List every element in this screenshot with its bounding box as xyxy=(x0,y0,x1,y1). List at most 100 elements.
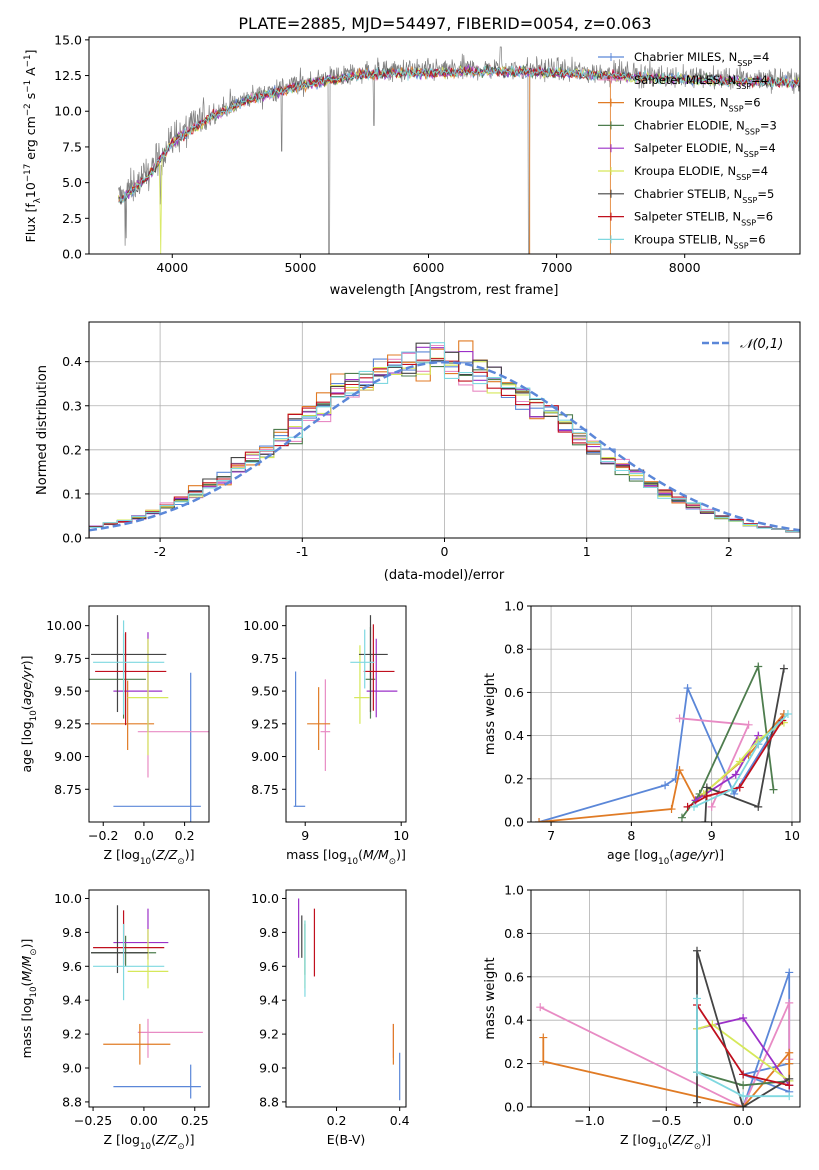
weight-marker xyxy=(739,1103,748,1107)
legend-entry: 𝒩(0,1) xyxy=(740,337,783,352)
y-tick-label: 0.2 xyxy=(504,771,524,786)
x-tick-label: 8 xyxy=(627,828,635,843)
y-tick-label: 0.0 xyxy=(504,1100,524,1115)
y-tick-label: 8.75 xyxy=(54,782,82,797)
weight-marker xyxy=(754,740,763,749)
weight-marker xyxy=(683,684,692,693)
y-tick-label: 0.6 xyxy=(504,969,524,984)
y-tick-label: 15.0 xyxy=(54,32,82,47)
weight-line xyxy=(740,972,791,1107)
y-tick-label: 8.8 xyxy=(259,1094,279,1109)
weight-marker xyxy=(535,818,544,822)
y-axis-label: mass weight xyxy=(483,673,498,755)
weight-marker xyxy=(661,781,670,790)
x-tick-label: 0.0 xyxy=(733,1113,753,1128)
y-tick-label: 9.25 xyxy=(251,716,279,731)
weight-line xyxy=(687,720,784,808)
weight-line xyxy=(539,1002,791,1107)
spectrum-panel: 4000 5000 6000 7000 8000 0.0 2.5 5.0 7.5 10.0 12.5… xyxy=(23,32,801,298)
x-tick-label: 0.4 xyxy=(390,1113,410,1128)
weight-marker xyxy=(779,664,788,673)
weight-marker xyxy=(785,1059,794,1068)
weight-marker xyxy=(675,766,684,775)
x-tick-label: 9 xyxy=(708,828,716,843)
y-tick-label: 9.50 xyxy=(54,684,82,699)
weight-marker xyxy=(693,1068,702,1077)
y-tick-label: 1.0 xyxy=(504,883,524,898)
x-tick-label: 0.0 xyxy=(134,828,154,843)
y-tick-label: 9.6 xyxy=(62,959,82,974)
x-axis-label: Z [log10(Z/Z⊙)] xyxy=(104,1132,195,1152)
weight-marker xyxy=(693,1098,702,1107)
y-tick-label: 9.25 xyxy=(54,716,82,731)
y-tick-label: 0.4 xyxy=(504,1013,524,1028)
figure-title: PLATE=2885, MJD=54497, FIBERID=0054, z=0… xyxy=(238,14,651,33)
x-tick-label: 0.00 xyxy=(130,1113,158,1128)
mass-vs-metallicity-panel: −0.25 0.00 0.25 8.8 9.0 9.2 9.4 9.6 9.8 10.0 Z [lo… xyxy=(19,889,210,1152)
weight-marker xyxy=(539,1057,548,1066)
y-tick-label: 9.2 xyxy=(62,1027,82,1042)
x-tick-label: 10 xyxy=(784,828,800,843)
y-tick-label: 10.0 xyxy=(54,104,82,119)
legend-entry: Kroupa MILES, NSSP=6 xyxy=(634,96,761,114)
legend-entry: Salpeter MILES, NSSP=4 xyxy=(634,73,768,91)
weight-marker xyxy=(769,785,778,794)
x-axis-label: Z [log10(Z/Z⊙)] xyxy=(104,847,195,867)
y-tick-label: 9.8 xyxy=(62,925,82,940)
weight-marker xyxy=(785,968,794,977)
plot-area xyxy=(536,946,794,1107)
y-axis-label: Normed distribution xyxy=(35,365,50,495)
y-tick-label: 9.6 xyxy=(259,959,279,974)
y-tick-label: 0.0 xyxy=(504,815,524,830)
x-tick-label: 0.2 xyxy=(175,828,195,843)
weight-line xyxy=(696,998,790,1098)
y-tick-label: 0.6 xyxy=(504,685,524,700)
plot-area xyxy=(89,340,800,538)
y-tick-label: 0.3 xyxy=(62,398,82,413)
y-tick-label: 0.0 xyxy=(62,247,82,262)
model-spectrum-line xyxy=(118,65,800,203)
y-axis-label: mass [log10(M/M⊙)] xyxy=(19,939,39,1059)
y-tick-label: 10.0 xyxy=(54,891,82,906)
y-tick-label: 10.00 xyxy=(243,618,279,633)
legend-entry: Chabrier STELIB, NSSP=5 xyxy=(634,187,774,205)
weight-marker xyxy=(536,1003,545,1012)
axes-frame xyxy=(88,605,210,823)
x-tick-label: 8000 xyxy=(669,260,701,275)
y-tick-label: 9.75 xyxy=(251,651,279,666)
y-tick-label: 7.5 xyxy=(62,139,82,154)
x-tick-label: 9 xyxy=(301,828,309,843)
weight-line xyxy=(538,713,785,822)
weight-marker xyxy=(690,802,699,811)
legend-entry: Kroupa ELODIE, NSSP=4 xyxy=(634,164,768,182)
axes-frame xyxy=(530,889,801,1108)
x-tick-label: -2 xyxy=(154,544,166,559)
x-tick-label: −1.0 xyxy=(574,1113,604,1128)
axes-frame xyxy=(88,889,210,1108)
weight-marker xyxy=(785,998,794,1007)
weight-marker xyxy=(739,1070,748,1079)
y-tick-label: 8.75 xyxy=(251,782,279,797)
weight-marker xyxy=(707,802,716,811)
weight-vs-metallicity-panel: −1.0 −0.5 0.0 0.0 0.2 0.4 0.6 0.8 1.0 Z [log10(Z/… xyxy=(483,883,801,1152)
legend-entry: Kroupa STELIB, NSSP=6 xyxy=(634,232,766,250)
legend-entry: Salpeter ELODIE, NSSP=4 xyxy=(634,141,776,159)
weight-marker xyxy=(701,818,710,822)
axes-frame xyxy=(285,605,407,823)
y-tick-label: 9.8 xyxy=(259,925,279,940)
y-tick-label: 10.0 xyxy=(251,891,279,906)
age-vs-metallicity-panel: −0.2 0.0 0.2 8.75 9.00 9.25 9.50 9.75 10.00 Z [lo… xyxy=(19,605,210,867)
x-tick-label: 0 xyxy=(441,544,449,559)
x-tick-label: 0.25 xyxy=(181,1113,209,1128)
residual-histogram-panel: -2 -1 0 1 2 0.0 0.1 0.2 0.3 0.4 (data-model)/error… xyxy=(35,321,801,583)
y-tick-label: 0.8 xyxy=(504,642,524,657)
weight-marker xyxy=(744,720,753,729)
y-tick-label: 9.00 xyxy=(54,749,82,764)
axes-frame xyxy=(530,605,801,823)
y-tick-label: 9.0 xyxy=(259,1061,279,1076)
y-tick-label: 9.4 xyxy=(259,993,279,1008)
plot-area xyxy=(535,662,792,822)
y-tick-label: 5.0 xyxy=(62,175,82,190)
age-vs-mass-panel: 9 10 8.75 9.00 9.25 9.50 9.75 10.00 mass [log10(… xyxy=(243,605,409,867)
weight-marker xyxy=(667,805,676,814)
